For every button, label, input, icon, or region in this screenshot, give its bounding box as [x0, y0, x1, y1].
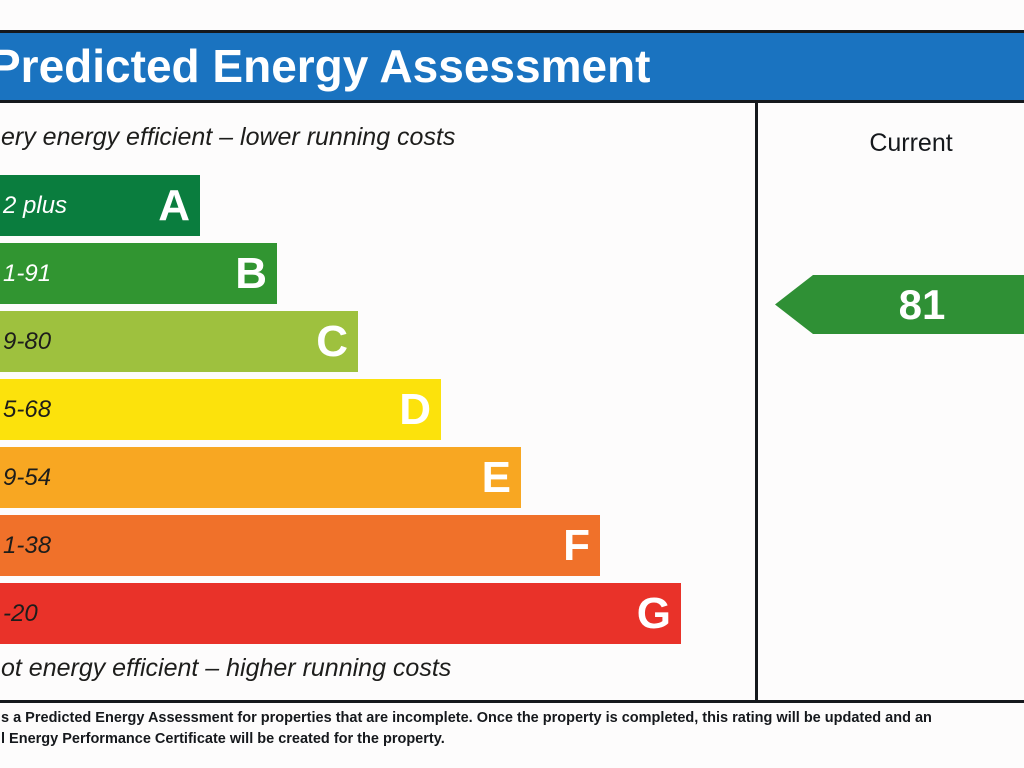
band-letter-label: C	[316, 316, 348, 366]
energy-bands: 2 plus A 1-91 B 9-80 C 5-68 D 9-54 E 1-3…	[0, 175, 681, 651]
band-letter-label: F	[563, 520, 590, 570]
disclaimer-line-1: s a Predicted Energy Assessment for prop…	[1, 710, 932, 726]
disclaimer-text: s a Predicted Energy Assessment for prop…	[1, 708, 1024, 750]
caption-efficient: ery energy efficient – lower running cos…	[1, 123, 456, 151]
current-column-header: Current	[869, 129, 953, 157]
band-letter-label: A	[158, 180, 190, 230]
band-range-label: 2 plus	[3, 191, 68, 219]
band-range-label: 9-80	[3, 327, 52, 355]
energy-band-row: 5-68 D	[0, 379, 441, 440]
band-range-label: 5-68	[3, 395, 52, 423]
band-range-label: 1-91	[3, 259, 52, 287]
caption-inefficient: ot energy efficient – higher running cos…	[1, 654, 452, 682]
energy-band-row: 1-91 B	[0, 243, 277, 304]
current-rating-arrow: 81	[775, 275, 1024, 334]
energy-band-row: 9-54 E	[0, 447, 521, 508]
chart-area: ery energy efficient – lower running cos…	[0, 103, 1024, 703]
band-letter-label: E	[481, 452, 511, 502]
current-rating-value: 81	[898, 280, 946, 328]
energy-band-row: 2 plus A	[0, 175, 200, 236]
energy-band-row: -20 G	[0, 583, 681, 644]
energy-band-row: 9-80 C	[0, 311, 358, 372]
title-bar: Predicted Energy Assessment	[0, 30, 1024, 103]
page-title: Predicted Energy Assessment	[0, 40, 651, 92]
band-range-label: -20	[3, 599, 38, 627]
disclaimer-line-2: l Energy Performance Certificate will be…	[1, 731, 445, 747]
band-range-label: 9-54	[3, 463, 52, 491]
energy-band-row: 1-38 F	[0, 515, 600, 576]
band-letter-label: G	[636, 588, 671, 638]
column-divider	[755, 103, 758, 700]
band-range-label: 1-38	[3, 531, 52, 559]
band-letter-label: D	[399, 384, 431, 434]
band-letter-label: B	[235, 248, 267, 298]
